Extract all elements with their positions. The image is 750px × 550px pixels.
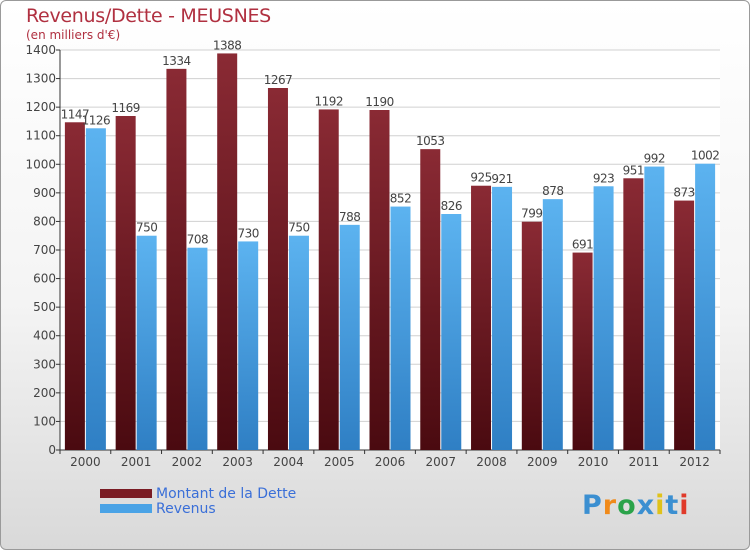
y-tick-label: 1100 [25, 129, 56, 143]
data-label-dette: 1147 [61, 107, 90, 121]
data-label-dette: 799 [521, 207, 542, 221]
data-label-revenus: 750 [136, 221, 157, 235]
bar-dette [267, 88, 288, 450]
y-tick-label: 700 [33, 243, 56, 257]
bar-revenus [492, 186, 513, 450]
bar-dette [471, 185, 492, 450]
legend: Montant de la Dette Revenus [100, 485, 297, 517]
bar-revenus [542, 199, 563, 450]
x-tick-label: 2006 [375, 455, 406, 469]
x-tick-label: 2004 [273, 455, 304, 469]
chart-title: Revenus/Dette - MEUSNES [26, 5, 271, 27]
y-tick-label: 800 [33, 214, 56, 228]
y-tick-label: 1000 [25, 157, 56, 171]
legend-swatch-revenus [100, 504, 152, 513]
data-label-revenus: 730 [237, 226, 258, 240]
data-label-revenus: 788 [339, 210, 360, 224]
data-label-dette: 1267 [264, 73, 293, 87]
x-tick-label: 2008 [476, 455, 507, 469]
data-label-dette: 1334 [162, 54, 191, 68]
x-tick-label: 2003 [222, 455, 253, 469]
chart-subtitle: (en milliers d'€) [26, 28, 121, 42]
bar-revenus [288, 235, 309, 450]
legend-label-dette: Montant de la Dette [156, 485, 297, 502]
y-tick-label: 1300 [25, 72, 56, 86]
y-tick-label: 1200 [25, 100, 56, 114]
y-tick-label: 900 [33, 186, 56, 200]
bar-revenus [339, 224, 360, 450]
y-tick-label: 0 [48, 443, 56, 457]
x-tick-label: 2009 [527, 455, 558, 469]
data-label-revenus: 1002 [691, 149, 720, 163]
x-tick-label: 2002 [172, 455, 203, 469]
x-tick-label: 2005 [324, 455, 355, 469]
proxiti-logo: Proxiti [582, 490, 690, 521]
data-label-dette: 1192 [314, 94, 343, 108]
x-tick-label: 2011 [629, 455, 660, 469]
data-label-revenus: 921 [491, 172, 512, 186]
data-label-dette: 691 [572, 238, 593, 252]
bar-dette [674, 200, 695, 450]
legend-item-dette: Montant de la Dette [100, 485, 297, 502]
data-label-revenus: 750 [288, 221, 309, 235]
x-tick-label: 2001 [121, 455, 152, 469]
bar-revenus [695, 163, 716, 450]
y-tick-label: 100 [33, 414, 56, 428]
legend-item-revenus: Revenus [100, 500, 296, 517]
y-tick-label: 600 [33, 272, 56, 286]
bar-dette [623, 178, 644, 451]
data-label-revenus: 708 [187, 233, 208, 247]
data-label-revenus: 923 [593, 171, 614, 185]
data-label-revenus: 992 [644, 152, 665, 166]
bar-dette [166, 68, 187, 450]
bar-revenus [136, 235, 157, 450]
bar-dette [521, 221, 542, 450]
bar-revenus [390, 206, 411, 450]
bar-dette [318, 109, 339, 450]
bar-dette [64, 122, 85, 451]
bar-revenus [238, 241, 259, 450]
y-tick-label: 200 [33, 386, 56, 400]
legend-swatch-dette [100, 489, 152, 498]
bar-dette [115, 116, 136, 450]
legend-label-revenus: Revenus [156, 500, 216, 517]
bar-revenus [644, 166, 665, 451]
y-tick-label: 1400 [25, 43, 56, 57]
y-tick-label: 500 [33, 300, 56, 314]
data-label-dette: 951 [623, 163, 644, 177]
x-tick-label: 2000 [70, 455, 101, 469]
bar-revenus [187, 247, 208, 450]
data-label-dette: 1190 [365, 95, 394, 109]
y-tick-label: 400 [33, 329, 56, 343]
data-label-revenus: 1126 [82, 113, 111, 127]
x-tick-label: 2007 [425, 455, 456, 469]
x-tick-label: 2012 [679, 455, 710, 469]
y-tick-label: 300 [33, 357, 56, 371]
bar-revenus [85, 128, 106, 451]
data-label-dette: 873 [673, 186, 694, 200]
bar-dette [572, 252, 593, 450]
bar-dette [369, 110, 390, 450]
bar-revenus [593, 186, 614, 451]
data-label-dette: 1053 [416, 134, 445, 148]
bar-dette [420, 149, 441, 450]
data-label-dette: 925 [470, 171, 491, 185]
data-label-revenus: 878 [542, 184, 563, 198]
x-tick-label: 2010 [578, 455, 609, 469]
data-label-revenus: 826 [441, 199, 462, 213]
data-label-revenus: 852 [390, 192, 411, 206]
bar-revenus [441, 214, 462, 450]
data-label-dette: 1388 [213, 38, 242, 52]
data-label-dette: 1169 [111, 101, 140, 115]
bar-dette [217, 53, 238, 451]
